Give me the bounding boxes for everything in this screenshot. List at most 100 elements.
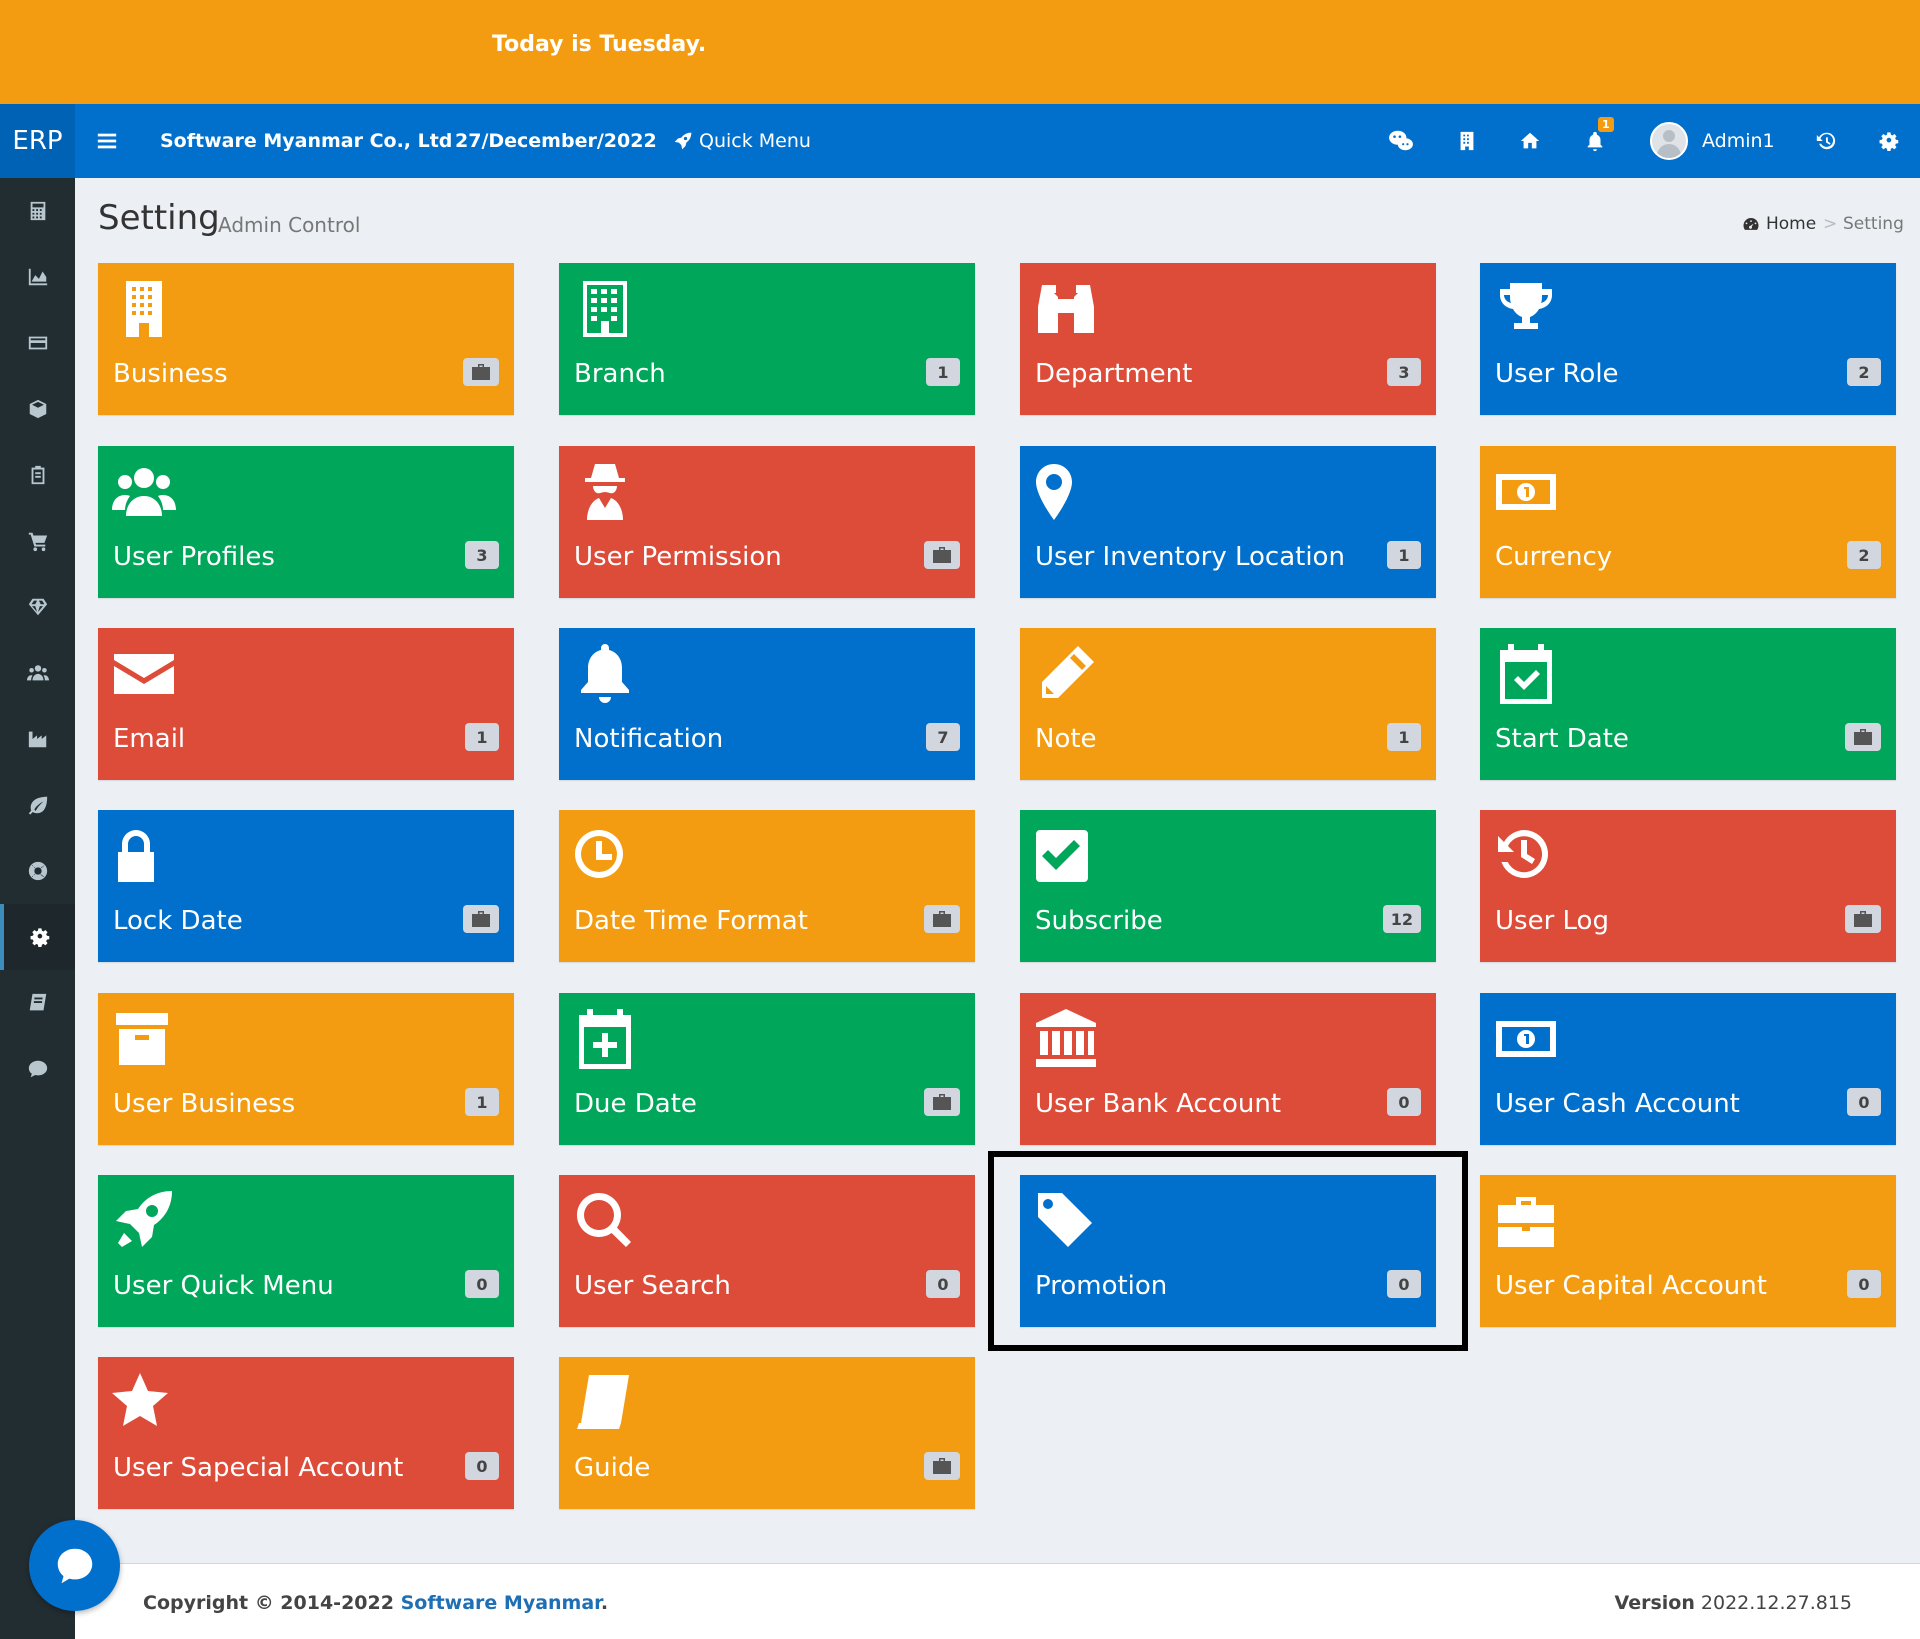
wechat-icon <box>1389 130 1413 151</box>
cart-icon <box>28 532 47 552</box>
tile-label: Date Time Format <box>574 906 808 936</box>
tile-lock-date[interactable]: Lock Date <box>98 810 514 962</box>
tile-user-permission[interactable]: User Permission <box>559 446 975 598</box>
diamond-icon <box>28 598 47 616</box>
map-marker-icon <box>1034 460 1098 524</box>
office-building-icon <box>573 277 637 341</box>
gear-icon <box>30 928 49 948</box>
breadcrumb-separator: > <box>1823 214 1838 234</box>
home-button[interactable] <box>1519 104 1541 178</box>
sidebar <box>0 178 75 1639</box>
briefcase-icon <box>472 911 490 927</box>
tile-date-time-format[interactable]: Date Time Format <box>559 810 975 962</box>
briefcase-badge <box>463 905 499 933</box>
count-badge: 7 <box>926 723 960 751</box>
chat-button[interactable] <box>29 1520 120 1611</box>
sidebar-item-users[interactable] <box>0 640 75 706</box>
briefcase-badge <box>463 358 499 386</box>
tile-label: User Bank Account <box>1035 1089 1282 1119</box>
breadcrumb-home-label: Home <box>1766 214 1817 234</box>
archive-icon <box>112 1007 176 1071</box>
tile-user-business[interactable]: User Business 1 <box>98 993 514 1145</box>
tile-user-inventory-location[interactable]: User Inventory Location 1 <box>1020 446 1436 598</box>
tile-label: Start Date <box>1495 724 1629 754</box>
tile-user-role[interactable]: User Role 2 <box>1480 263 1896 415</box>
quick-menu-link[interactable]: Quick Menu <box>673 104 811 178</box>
sidebar-item-credit-card[interactable] <box>0 310 75 376</box>
count-badge: 0 <box>1387 1088 1421 1116</box>
history-icon <box>1494 824 1558 888</box>
tile-label: User Profiles <box>113 542 275 572</box>
sidebar-item-cube[interactable] <box>0 376 75 442</box>
settings-button[interactable] <box>1878 104 1900 178</box>
area-chart-icon <box>28 268 47 286</box>
tile-due-date[interactable]: Due Date <box>559 993 975 1145</box>
tile-label: Department <box>1035 359 1193 389</box>
clock-icon <box>573 824 637 888</box>
notifications-button[interactable]: 1 <box>1584 104 1624 178</box>
sidebar-item-leaf[interactable] <box>0 772 75 838</box>
sidebar-item-industry[interactable] <box>0 706 75 772</box>
comment-icon <box>28 1060 47 1078</box>
tile-guide[interactable]: Guide <box>559 1357 975 1509</box>
tile-user-special-account[interactable]: User Sapecial Account 0 <box>98 1357 514 1509</box>
sidebar-item-area-chart[interactable] <box>0 244 75 310</box>
sidebar-item-support[interactable] <box>0 838 75 904</box>
tile-branch[interactable]: Branch 1 <box>559 263 975 415</box>
tile-label: Due Date <box>574 1089 697 1119</box>
version-value: 2022.12.27.815 <box>1700 1592 1852 1614</box>
tile-label: Branch <box>574 359 666 389</box>
current-date[interactable]: 27/December/2022 <box>455 130 657 152</box>
tile-currency[interactable]: Currency 2 <box>1480 446 1896 598</box>
history-button[interactable] <box>1815 104 1837 178</box>
tile-promotion[interactable]: Promotion 0 <box>1020 1175 1436 1327</box>
tile-label: User Inventory Location <box>1035 542 1345 572</box>
building-button[interactable] <box>1456 104 1478 178</box>
search-icon <box>573 1189 637 1253</box>
tile-user-capital-account[interactable]: User Capital Account 0 <box>1480 1175 1896 1327</box>
tile-subscribe[interactable]: Subscribe 12 <box>1020 810 1436 962</box>
star-icon <box>112 1371 176 1435</box>
briefcase-icon <box>1854 911 1872 927</box>
user-menu[interactable]: Admin1 <box>1650 104 1775 178</box>
tile-business[interactable]: Business <box>98 263 514 415</box>
tile-label: Note <box>1035 724 1097 754</box>
sidebar-item-diamond[interactable] <box>0 574 75 640</box>
company-name[interactable]: Software Myanmar Co., Ltd <box>160 130 453 152</box>
sidebar-item-cart[interactable] <box>0 508 75 574</box>
breadcrumb-home[interactable]: Home <box>1742 214 1816 234</box>
user-name: Admin1 <box>1702 130 1775 152</box>
tile-user-profiles[interactable]: User Profiles 3 <box>98 446 514 598</box>
rocket-icon <box>112 1189 176 1253</box>
tile-start-date[interactable]: Start Date <box>1480 628 1896 780</box>
sidebar-item-calculator[interactable] <box>0 178 75 244</box>
briefcase-badge <box>924 905 960 933</box>
tile-label: User Role <box>1495 359 1619 389</box>
tile-department[interactable]: Department 3 <box>1020 263 1436 415</box>
tile-notification[interactable]: Notification 7 <box>559 628 975 780</box>
calculator-icon <box>30 201 45 221</box>
tile-label: Subscribe <box>1035 906 1163 936</box>
sidebar-item-comment[interactable] <box>0 1036 75 1102</box>
company-link[interactable]: Software Myanmar <box>400 1592 601 1614</box>
count-badge: 1 <box>465 723 499 751</box>
book-icon <box>573 1371 637 1435</box>
users-icon <box>112 460 176 524</box>
sidebar-item-book[interactable] <box>0 970 75 1036</box>
tile-user-bank-account[interactable]: User Bank Account 0 <box>1020 993 1436 1145</box>
wechat-button[interactable] <box>1388 104 1414 178</box>
envelope-icon <box>112 642 176 706</box>
check-square-icon <box>1034 824 1098 888</box>
sidebar-item-clipboard[interactable] <box>0 442 75 508</box>
tile-user-log[interactable]: User Log <box>1480 810 1896 962</box>
menu-toggle-button[interactable] <box>96 104 118 178</box>
tile-user-cash-account[interactable]: User Cash Account 0 <box>1480 993 1896 1145</box>
sidebar-item-settings[interactable] <box>0 904 75 970</box>
tile-note[interactable]: Note 1 <box>1020 628 1436 780</box>
tile-label: Email <box>113 724 186 754</box>
tile-user-search[interactable]: User Search 0 <box>559 1175 975 1327</box>
user-secret-icon <box>573 460 637 524</box>
tile-email[interactable]: Email 1 <box>98 628 514 780</box>
tile-user-quick-menu[interactable]: User Quick Menu 0 <box>98 1175 514 1327</box>
brand-logo[interactable]: ERP <box>0 104 75 178</box>
